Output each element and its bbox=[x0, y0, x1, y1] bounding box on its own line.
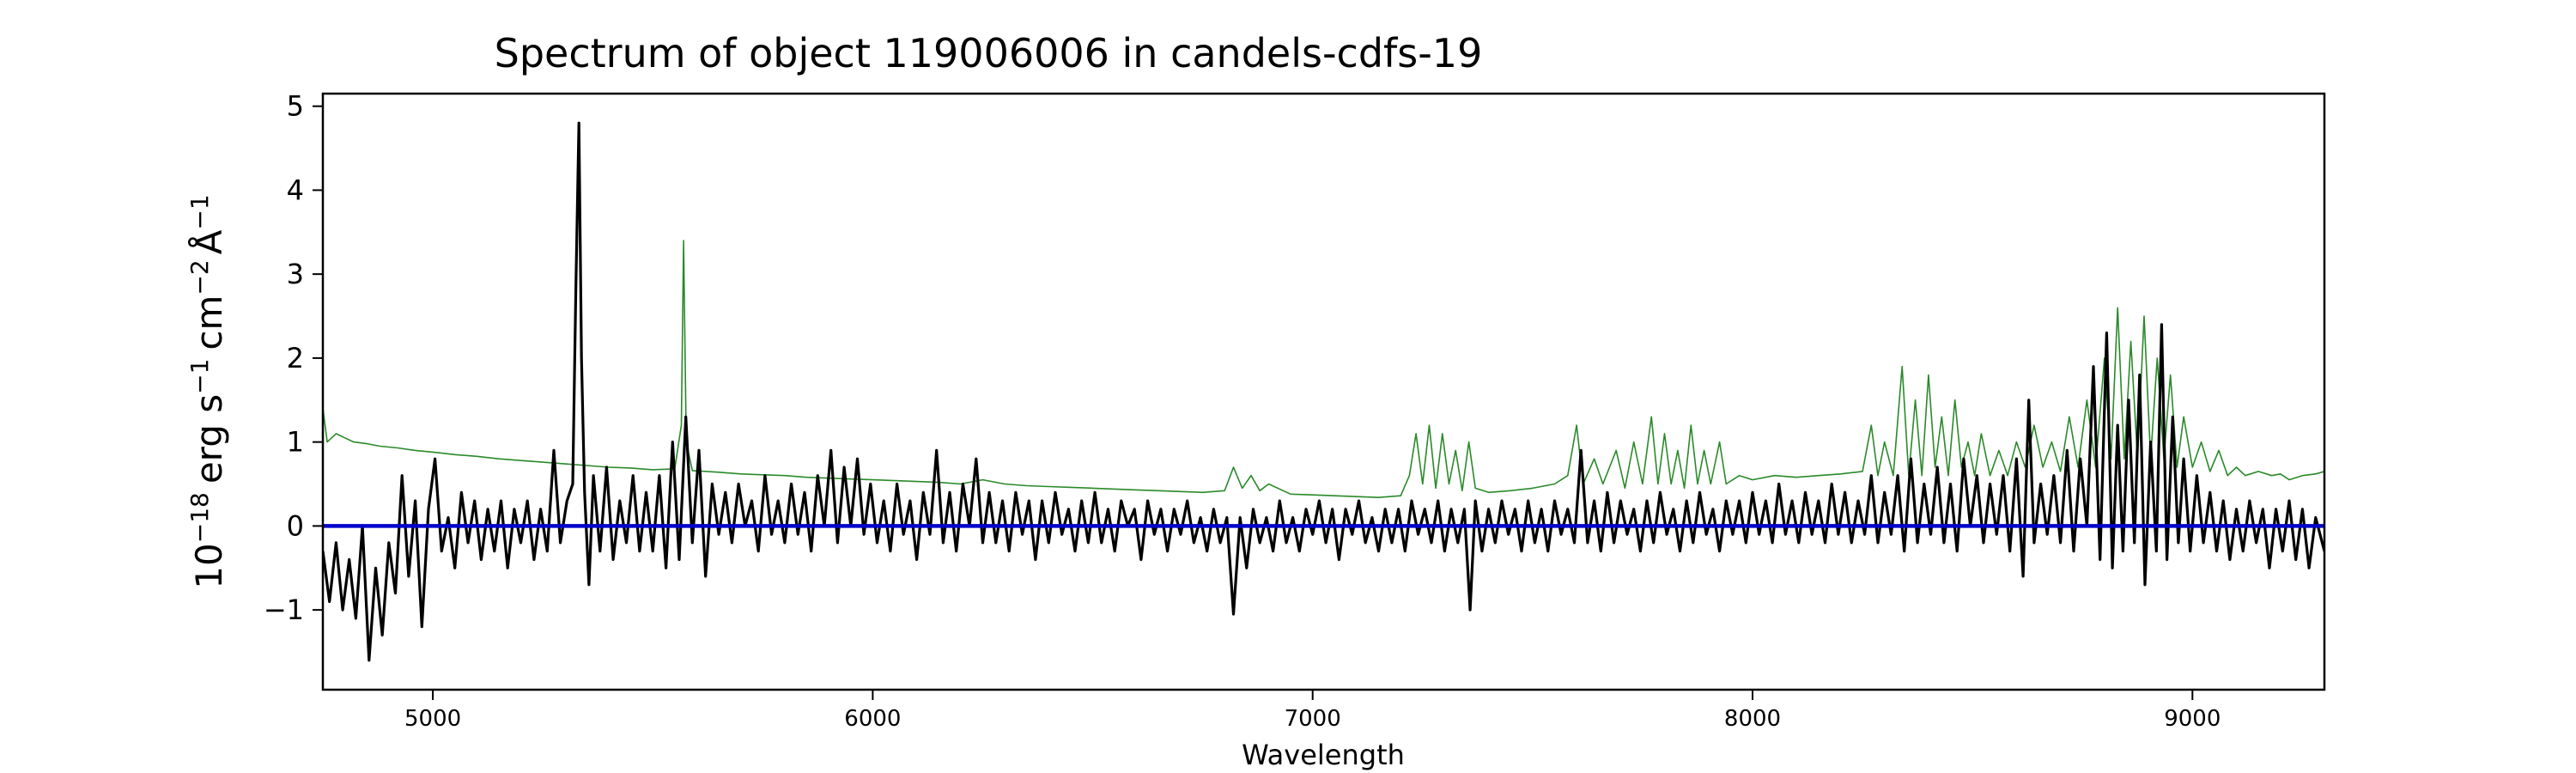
y-tick-label: 1 bbox=[287, 426, 304, 459]
x-tick-label: 5000 bbox=[404, 706, 461, 732]
x-tick-label: 7000 bbox=[1285, 706, 1341, 732]
y-tick-label: 2 bbox=[287, 342, 304, 374]
y-tick-label: 5 bbox=[287, 90, 304, 123]
flux-series-line bbox=[323, 121, 2324, 662]
y-label-angstrom: Å bbox=[187, 229, 230, 254]
x-tick-label: 8000 bbox=[1724, 706, 1781, 732]
x-tick-label: 6000 bbox=[844, 706, 901, 732]
y-tick-label: 3 bbox=[287, 258, 304, 290]
y-tick-label: −1 bbox=[264, 593, 304, 626]
y-label-exp-angstrom: −1 bbox=[185, 194, 214, 229]
y-label-base: 10 bbox=[188, 543, 230, 588]
error-series-line bbox=[323, 240, 2324, 499]
y-axis-label: 10−18erg s−1cm−2Å−1 bbox=[185, 194, 231, 588]
y-label-exp: −18 bbox=[185, 492, 214, 543]
y-label-cm: cm bbox=[188, 295, 230, 350]
y-tick-label: 4 bbox=[287, 173, 304, 206]
chart-title: Spectrum of object 119006006 in candels-… bbox=[495, 30, 1483, 76]
x-axis: 5000 6000 7000 8000 9000 bbox=[404, 690, 2221, 732]
series-layer bbox=[323, 121, 2324, 662]
plot-area bbox=[323, 121, 2324, 662]
plot-frame bbox=[321, 92, 2326, 691]
x-axis-label: Wavelength bbox=[1242, 739, 1405, 771]
y-axis: −1 0 1 2 3 4 5 bbox=[264, 90, 323, 626]
x-tick-label: 9000 bbox=[2164, 706, 2221, 732]
y-tick-label: 0 bbox=[287, 509, 304, 542]
y-label-exp-s: −1 bbox=[185, 359, 214, 394]
y-label-exp-cm: −2 bbox=[185, 259, 214, 295]
y-label-erg: erg s bbox=[188, 394, 230, 484]
